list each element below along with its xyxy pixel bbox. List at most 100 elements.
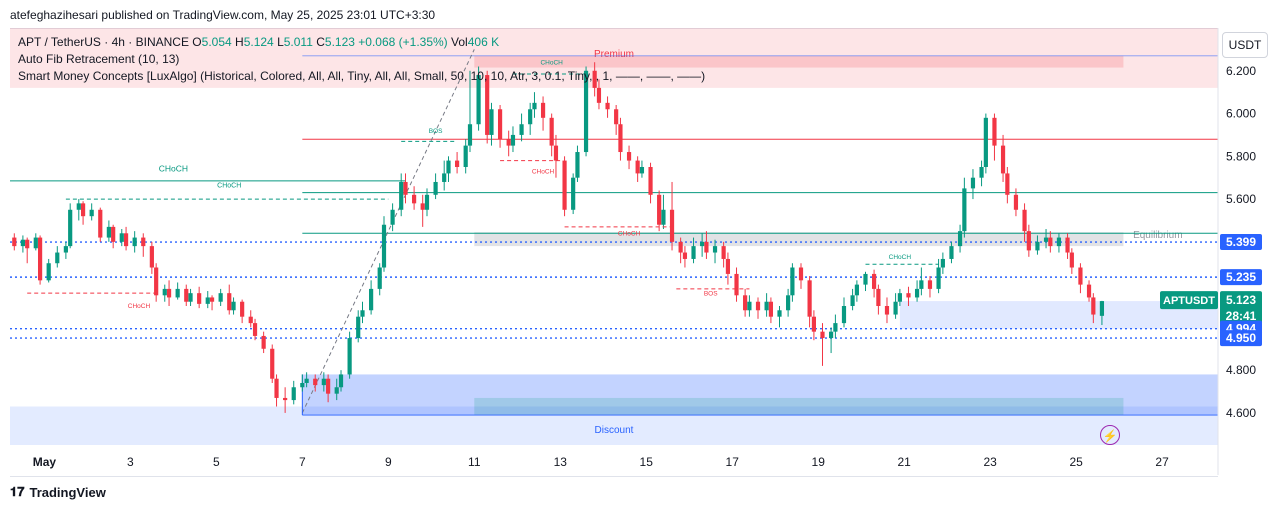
low-value: 5.011 bbox=[283, 35, 313, 49]
candle-body bbox=[390, 209, 395, 225]
candle-body bbox=[1005, 173, 1010, 195]
candle-body bbox=[725, 258, 731, 274]
candle-body bbox=[270, 348, 275, 379]
candle-body bbox=[1086, 284, 1092, 298]
price-badge bbox=[1220, 234, 1262, 251]
candle-body bbox=[381, 224, 387, 268]
candle-body bbox=[549, 117, 554, 146]
candle-body bbox=[1000, 145, 1006, 174]
candle-body bbox=[897, 293, 902, 302]
candle-body bbox=[553, 145, 559, 161]
close-value: 5.123 bbox=[324, 35, 355, 49]
ohlc-row[interactable]: APT / TetherUS · 4h · BINANCE O5.054 H5.… bbox=[18, 34, 705, 51]
candle-body bbox=[166, 288, 172, 298]
candle-body bbox=[274, 378, 279, 398]
candle-body bbox=[618, 124, 623, 153]
candle-body bbox=[833, 323, 838, 332]
candle-body bbox=[786, 295, 791, 311]
candle-body bbox=[863, 273, 868, 285]
candle-body bbox=[424, 194, 430, 210]
candle-body bbox=[489, 109, 494, 135]
candle-body bbox=[227, 293, 232, 311]
candle-body bbox=[648, 167, 653, 195]
candle-body bbox=[906, 293, 911, 298]
indicator-smc[interactable]: Smart Money Concepts [LuxAlgo] (Historic… bbox=[18, 69, 706, 83]
candle-body bbox=[37, 237, 43, 281]
candle-body bbox=[369, 288, 374, 311]
candle-body bbox=[893, 301, 898, 315]
tradingview-logo-text: TradingView bbox=[29, 484, 106, 500]
time-tick-label: 9 bbox=[385, 455, 392, 469]
candle-body bbox=[197, 293, 202, 304]
candle-body bbox=[691, 246, 696, 259]
candle-body bbox=[1091, 297, 1096, 315]
volume-label: Vol bbox=[451, 35, 468, 49]
candle-body bbox=[992, 117, 997, 146]
candle-body bbox=[291, 387, 296, 401]
candle-body bbox=[768, 301, 774, 317]
candle-body bbox=[300, 382, 305, 388]
price-badge bbox=[1220, 269, 1262, 286]
footer-logo[interactable]: 𝟏𝟕 TradingView bbox=[10, 484, 106, 500]
high-value: 5.124 bbox=[243, 35, 274, 49]
symbol-label[interactable]: APT / TetherUS · 4h · BINANCE bbox=[18, 35, 189, 49]
candle-body bbox=[119, 233, 124, 242]
candle-body bbox=[68, 209, 73, 247]
candle-body bbox=[149, 246, 154, 268]
structure-label: BOS bbox=[429, 128, 443, 135]
candle-body bbox=[467, 124, 473, 146]
candle-body bbox=[218, 293, 223, 302]
currency-button[interactable]: USDT bbox=[1222, 32, 1268, 58]
candle-body bbox=[850, 295, 855, 306]
candle-body bbox=[678, 241, 683, 253]
time-tick-label: 23 bbox=[983, 455, 997, 469]
volume-value: 406 K bbox=[467, 35, 500, 49]
flash-icon[interactable]: ⚡ bbox=[1100, 425, 1120, 445]
candle-body bbox=[412, 194, 417, 204]
structure-label: CHoCH bbox=[217, 182, 241, 189]
candle-body bbox=[712, 246, 718, 253]
candle-body bbox=[184, 288, 189, 302]
structure-label: CHoCH bbox=[159, 163, 188, 173]
candle-body bbox=[562, 160, 567, 210]
candle-body bbox=[1026, 231, 1031, 251]
candle-body bbox=[1099, 301, 1105, 316]
candle-body bbox=[790, 267, 795, 296]
candle-body bbox=[476, 75, 481, 125]
candle-body bbox=[446, 160, 451, 174]
price-tick-label: 6.000 bbox=[1226, 107, 1256, 121]
candle-body bbox=[614, 109, 619, 125]
candle-body bbox=[485, 75, 490, 135]
candle-body bbox=[571, 177, 576, 210]
time-tick-label: 11 bbox=[468, 455, 481, 469]
candle-body bbox=[123, 233, 129, 247]
candle-body bbox=[919, 280, 924, 289]
candle-body bbox=[532, 102, 537, 110]
candle-body bbox=[704, 241, 709, 253]
publisher-line: atefeghazihesari published on TradingVie… bbox=[10, 8, 436, 22]
candle-body bbox=[25, 239, 30, 249]
candle-body bbox=[1056, 237, 1062, 247]
open-value: 5.054 bbox=[201, 35, 232, 49]
candle-body bbox=[635, 160, 640, 174]
candle-body bbox=[764, 301, 769, 311]
candle-body bbox=[205, 297, 210, 304]
candle-body bbox=[639, 167, 645, 174]
candle-body bbox=[261, 335, 266, 349]
time-tick-label: 17 bbox=[726, 455, 740, 469]
tradingview-logo-icon: 𝟏𝟕 bbox=[10, 484, 25, 499]
candle-body bbox=[592, 70, 597, 88]
candle-body bbox=[63, 246, 68, 253]
indicator-fib[interactable]: Auto Fib Retracement (10, 13) bbox=[18, 52, 180, 66]
countdown-value: 28:41 bbox=[1226, 309, 1257, 323]
time-tick-label: 27 bbox=[1155, 455, 1169, 469]
candle-body bbox=[313, 378, 318, 386]
candle-body bbox=[983, 117, 988, 167]
price-badge-label: 5.399 bbox=[1226, 235, 1256, 249]
candle-body bbox=[433, 181, 438, 195]
equilibrium-label: Equilibrium bbox=[1133, 230, 1182, 241]
candle-body bbox=[884, 306, 890, 315]
candle-body bbox=[596, 87, 602, 103]
candle-body bbox=[807, 280, 812, 317]
